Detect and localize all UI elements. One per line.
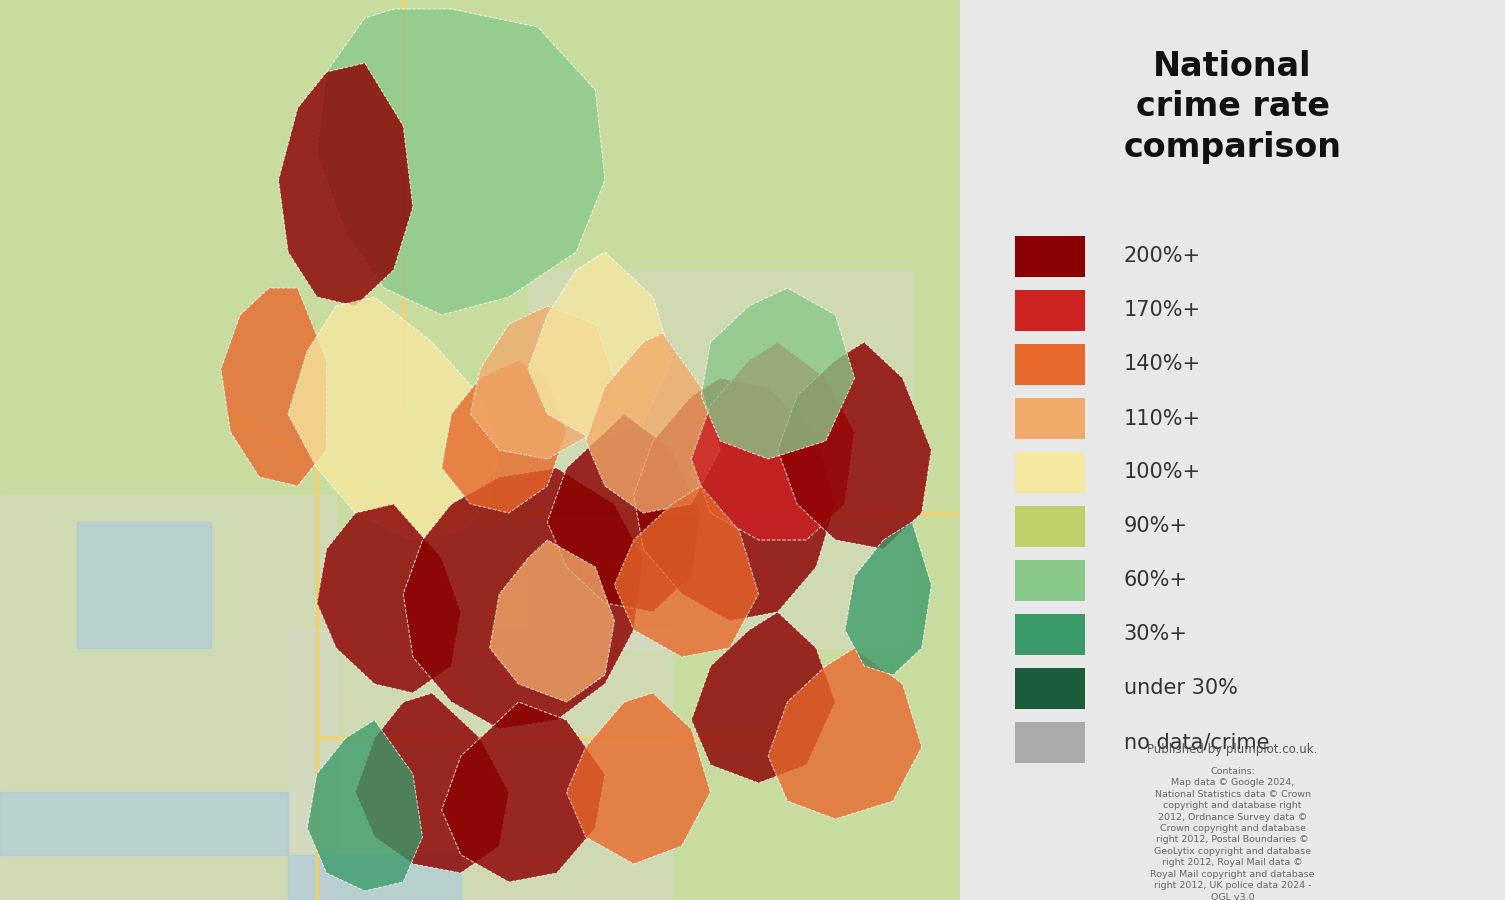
Text: 200%+: 200%+ — [1124, 247, 1201, 266]
Polygon shape — [318, 504, 461, 693]
Polygon shape — [287, 855, 461, 900]
Polygon shape — [489, 540, 614, 702]
Polygon shape — [778, 342, 932, 549]
Bar — [1014, 722, 1085, 763]
Text: 30%+: 30%+ — [1124, 625, 1187, 644]
Bar — [0, 495, 336, 900]
Polygon shape — [691, 612, 835, 783]
Text: 140%+: 140%+ — [1124, 355, 1201, 374]
Polygon shape — [0, 792, 287, 855]
Text: 170%+: 170%+ — [1124, 301, 1201, 320]
Polygon shape — [701, 288, 855, 459]
Text: 100%+: 100%+ — [1124, 463, 1201, 482]
Polygon shape — [77, 522, 211, 648]
Polygon shape — [548, 414, 701, 612]
Polygon shape — [441, 360, 566, 513]
Polygon shape — [471, 306, 614, 459]
Polygon shape — [634, 378, 835, 621]
Polygon shape — [844, 522, 932, 675]
Polygon shape — [768, 648, 921, 819]
Text: 110%+: 110%+ — [1124, 409, 1201, 428]
Polygon shape — [221, 288, 327, 486]
Polygon shape — [355, 693, 509, 873]
Text: 60%+: 60%+ — [1124, 571, 1187, 590]
Text: under 30%: under 30% — [1124, 679, 1237, 698]
Bar — [287, 630, 673, 900]
Bar — [1014, 236, 1085, 277]
Polygon shape — [318, 9, 605, 315]
Polygon shape — [528, 252, 673, 441]
Polygon shape — [287, 297, 500, 540]
Text: 90%+: 90%+ — [1124, 517, 1187, 536]
Bar — [1014, 614, 1085, 655]
Polygon shape — [566, 693, 710, 864]
Bar — [528, 270, 912, 648]
Polygon shape — [403, 468, 643, 729]
Text: Contains:
Map data © Google 2024,
National Statistics data © Crown
copyright and: Contains: Map data © Google 2024, Nation… — [1150, 767, 1315, 900]
Bar — [1014, 668, 1085, 709]
Bar — [1014, 398, 1085, 439]
Bar — [1014, 290, 1085, 331]
Bar — [1014, 344, 1085, 385]
Polygon shape — [585, 333, 721, 513]
Text: Published by plumplot.co.uk.: Published by plumplot.co.uk. — [1147, 742, 1318, 755]
Bar — [1014, 452, 1085, 493]
Polygon shape — [278, 63, 412, 306]
Polygon shape — [614, 486, 759, 657]
Bar — [1014, 506, 1085, 547]
Text: National
crime rate
comparison: National crime rate comparison — [1124, 50, 1341, 164]
Bar — [1014, 560, 1085, 601]
Polygon shape — [441, 702, 605, 882]
Polygon shape — [691, 342, 855, 540]
Polygon shape — [307, 720, 423, 891]
Text: no data/crime: no data/crime — [1124, 733, 1269, 752]
